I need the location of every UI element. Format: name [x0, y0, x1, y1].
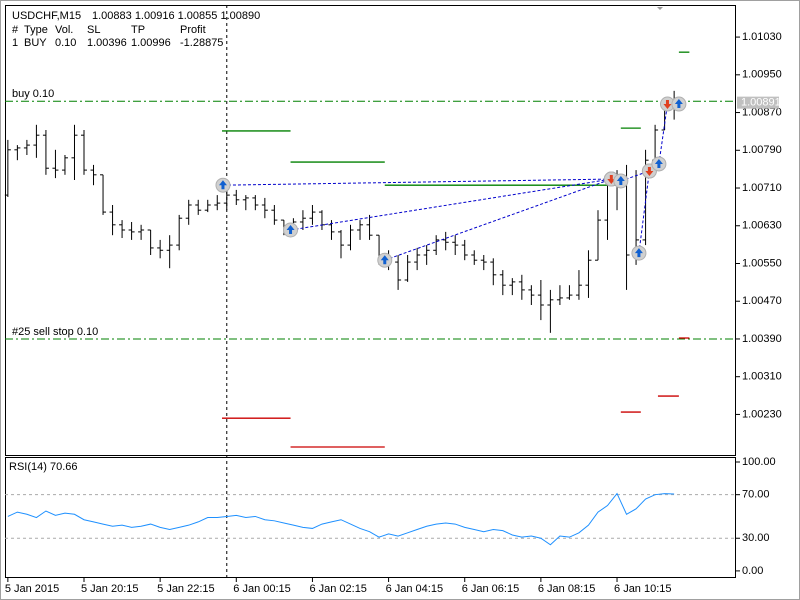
table-header: TP [131, 24, 145, 36]
ohlc-values: 1.00883 1.00916 1.00855 1.00890 [92, 10, 260, 22]
x-tick-label: 5 Jan 20:15 [81, 583, 139, 595]
table-cell: 1.00996 [131, 37, 171, 49]
entry-marker [215, 177, 231, 193]
table-cell: 1 [12, 37, 18, 49]
order-label: buy 0.10 [12, 88, 54, 100]
x-tick-label: 6 Jan 02:15 [309, 583, 367, 595]
marker-arrow [654, 158, 663, 168]
entry-marker [613, 173, 629, 189]
entry-marker [651, 156, 667, 172]
x-tick-label: 6 Jan 06:15 [462, 583, 520, 595]
entry-marker [671, 96, 687, 112]
table-cell: 0.10 [55, 37, 76, 49]
trade-link [290, 178, 612, 231]
scroll-marker [657, 7, 663, 10]
marker-arrow [607, 175, 616, 185]
marker-arrow [645, 167, 654, 177]
y-tick-label: 1.00470 [742, 295, 782, 307]
y-tick-label: 1.00710 [742, 182, 782, 194]
y-tick-label: 30.00 [742, 532, 770, 544]
marker-arrow [286, 225, 295, 234]
y-tick-label: 0.00 [742, 565, 763, 577]
table-cell: 1.00396 [87, 37, 127, 49]
marker-arrow [634, 248, 643, 258]
price-panel [5, 5, 736, 456]
marker-arrow [218, 180, 227, 190]
bid-label: 1.00891 [741, 97, 781, 109]
entry-marker [631, 245, 647, 261]
x-tick-label: 6 Jan 00:15 [233, 583, 291, 595]
marker-arrow [380, 255, 389, 265]
table-header: # [12, 24, 19, 36]
trade-link [384, 178, 612, 261]
table-header: Type [24, 24, 48, 36]
trade-link [638, 170, 650, 254]
x-tick-label: 6 Jan 04:15 [386, 583, 444, 595]
rsi-title: RSI(14) 70.66 [9, 461, 77, 473]
y-tick-label: 100.00 [742, 456, 776, 468]
table-header: Vol. [55, 24, 73, 36]
table-cell: -1.28875 [180, 37, 223, 49]
trade-link [658, 103, 668, 165]
y-tick-label: 70.00 [742, 489, 770, 501]
x-tick-label: 6 Jan 10:15 [614, 583, 672, 595]
marker-arrow [663, 100, 672, 110]
y-tick-label: 1.00390 [742, 333, 782, 345]
entry-marker [283, 222, 299, 238]
x-tick-label: 5 Jan 22:15 [157, 583, 215, 595]
rsi-line [7, 492, 675, 546]
y-tick-label: 1.01030 [742, 31, 782, 43]
marker-arrow [674, 99, 683, 109]
marker-arrow [616, 175, 625, 185]
order-label: #25 sell stop 0.10 [12, 326, 98, 338]
y-tick-label: 1.00950 [742, 69, 782, 81]
x-tick-label: 6 Jan 08:15 [538, 583, 596, 595]
table-cell: BUY [24, 37, 47, 49]
symbol: USDCHF,M15 [12, 10, 81, 22]
table-header: Profit [180, 24, 206, 36]
y-tick-label: 1.00310 [742, 371, 782, 383]
bid-box [737, 96, 779, 109]
y-tick-label: 1.00630 [742, 220, 782, 232]
y-tick-label: 1.00550 [742, 257, 782, 269]
rsi-panel [5, 457, 736, 578]
y-tick-label: 1.00870 [742, 106, 782, 118]
y-tick-label: 1.00790 [742, 144, 782, 156]
entry-marker [377, 252, 393, 268]
y-tick-label: 1.00230 [742, 408, 782, 420]
table-header: SL [87, 24, 100, 36]
x-tick-label: 5 Jan 2015 [5, 583, 59, 595]
